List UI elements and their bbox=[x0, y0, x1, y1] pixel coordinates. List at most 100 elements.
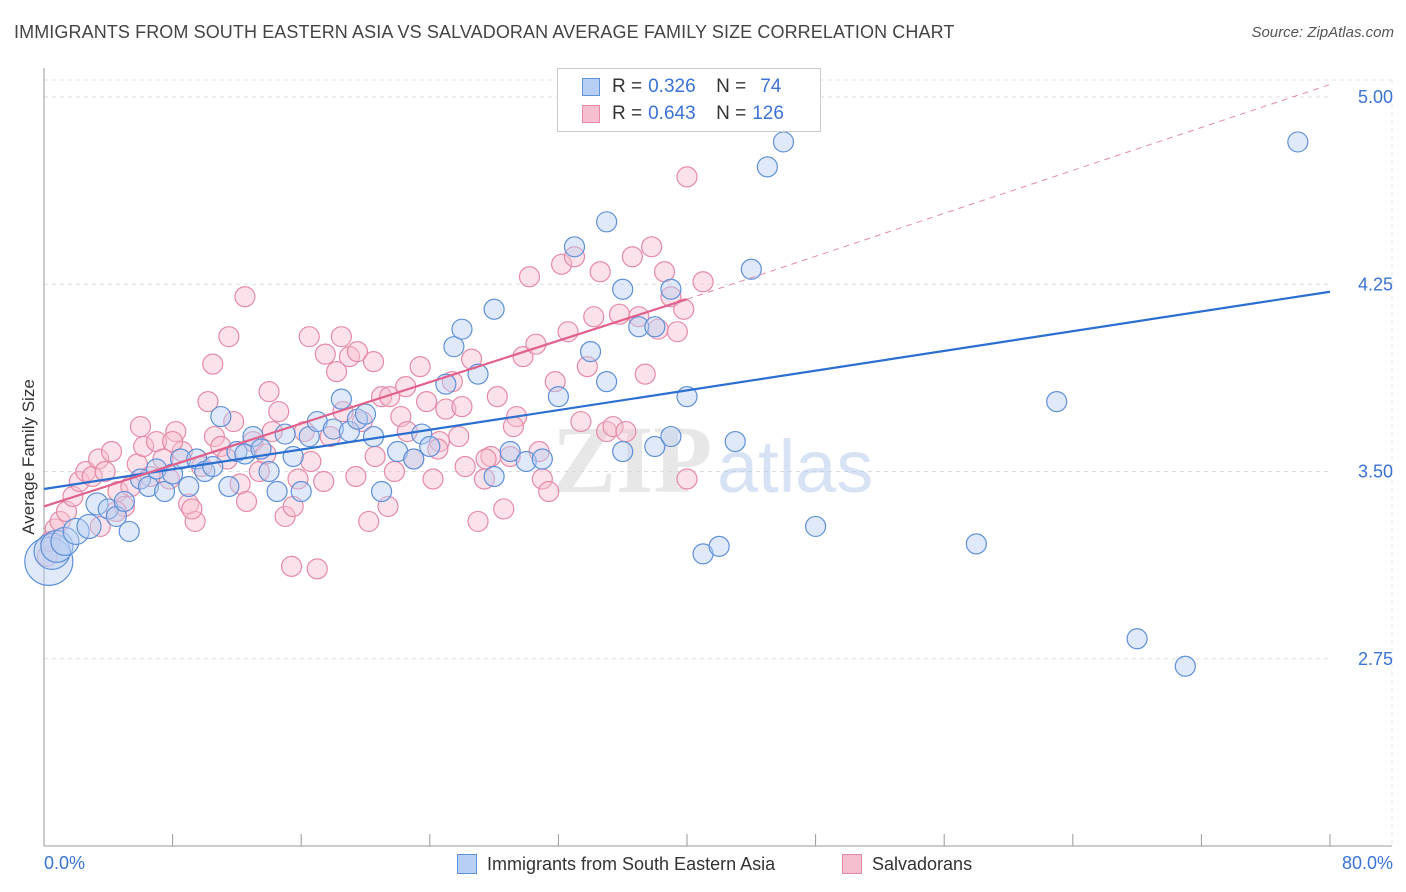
data-point bbox=[483, 465, 505, 488]
data-point bbox=[515, 450, 537, 473]
data-point bbox=[692, 271, 714, 293]
legend-n-label: N = bbox=[716, 103, 747, 124]
data-point bbox=[153, 480, 176, 503]
data-point bbox=[24, 536, 74, 586]
trend-line-sea bbox=[43, 290, 1331, 491]
trend-lines bbox=[43, 84, 1331, 508]
y-tick-label: 5.00 bbox=[1358, 87, 1393, 107]
data-point bbox=[612, 278, 634, 300]
data-point bbox=[234, 286, 256, 308]
data-point bbox=[427, 438, 449, 460]
data-point bbox=[49, 510, 71, 533]
data-point bbox=[589, 261, 611, 283]
data-point bbox=[634, 363, 656, 385]
data-point bbox=[641, 236, 663, 258]
data-point bbox=[94, 460, 116, 483]
data-point bbox=[300, 450, 322, 473]
data-point bbox=[483, 298, 505, 320]
legend-r-label: R = bbox=[612, 103, 643, 124]
trend-line-salvadorans bbox=[43, 298, 688, 508]
data-point bbox=[467, 510, 489, 533]
data-point bbox=[202, 353, 224, 375]
data-point bbox=[50, 526, 80, 557]
data-point bbox=[210, 405, 232, 428]
data-point bbox=[100, 440, 123, 463]
data-point bbox=[1287, 131, 1309, 153]
data-point bbox=[756, 156, 778, 178]
data-point bbox=[676, 468, 698, 490]
data-point bbox=[724, 430, 746, 453]
data-point bbox=[218, 326, 240, 348]
data-point bbox=[422, 468, 444, 490]
data-point bbox=[403, 448, 425, 470]
data-point bbox=[322, 418, 344, 440]
watermark: ZIP atlas bbox=[552, 406, 873, 513]
data-point bbox=[411, 423, 433, 445]
data-point bbox=[493, 498, 515, 520]
data-point bbox=[660, 425, 682, 448]
data-point bbox=[314, 343, 336, 365]
data-point bbox=[358, 510, 380, 533]
data-point bbox=[280, 555, 303, 577]
data-point bbox=[62, 517, 90, 546]
bottom-legend-blue: Immigrants from South Eastern Asia bbox=[457, 851, 775, 877]
legend-r-value: 0.326 bbox=[648, 76, 696, 97]
x-tick-label: 80.0% bbox=[1342, 853, 1393, 873]
data-point bbox=[419, 435, 441, 458]
data-point bbox=[451, 318, 473, 340]
data-point bbox=[88, 448, 110, 470]
data-point bbox=[383, 460, 406, 483]
data-point bbox=[602, 415, 624, 438]
data-point bbox=[202, 455, 224, 478]
data-point bbox=[129, 415, 152, 438]
data-point bbox=[330, 388, 352, 410]
data-point bbox=[258, 460, 280, 483]
data-point bbox=[502, 415, 524, 438]
data-point bbox=[287, 468, 309, 490]
data-point bbox=[448, 425, 470, 448]
data-point bbox=[531, 448, 553, 470]
data-point bbox=[621, 246, 643, 268]
data-point bbox=[313, 470, 335, 493]
data-point bbox=[666, 321, 688, 343]
data-point bbox=[547, 386, 570, 408]
y-tick-label: 2.75 bbox=[1358, 649, 1393, 669]
data-point bbox=[266, 480, 288, 503]
data-point bbox=[345, 465, 367, 488]
data-point bbox=[612, 440, 634, 463]
data-point bbox=[268, 400, 290, 423]
data-point bbox=[258, 381, 280, 403]
x-tick-label: 0.0% bbox=[44, 853, 85, 873]
data-point bbox=[486, 386, 508, 408]
series-sea bbox=[24, 131, 1309, 677]
bottom-legend-pink: Salvadorans bbox=[842, 851, 972, 877]
data-point bbox=[364, 445, 386, 468]
data-point bbox=[330, 326, 352, 348]
data-point bbox=[499, 440, 521, 463]
data-point bbox=[512, 346, 534, 368]
data-point bbox=[370, 480, 393, 503]
data-point bbox=[33, 532, 71, 570]
data-point bbox=[235, 490, 258, 513]
data-point bbox=[454, 455, 476, 478]
data-point bbox=[435, 398, 457, 420]
data-point bbox=[354, 403, 377, 425]
data-point bbox=[298, 326, 320, 348]
bottom-legend-swatch-blue bbox=[457, 854, 477, 874]
data-point bbox=[772, 131, 795, 153]
data-point bbox=[740, 258, 762, 280]
data-point bbox=[451, 395, 473, 418]
data-point bbox=[223, 410, 245, 433]
legend-swatch-blue bbox=[582, 78, 600, 96]
data-point bbox=[306, 558, 328, 580]
data-point bbox=[218, 475, 240, 498]
data-point bbox=[325, 361, 348, 383]
page-title: IMMIGRANTS FROM SOUTH EASTERN ASIA VS SA… bbox=[14, 22, 955, 42]
data-point bbox=[628, 316, 650, 338]
data-point bbox=[274, 423, 296, 445]
trend-line-salvadorans-extension bbox=[686, 84, 1331, 300]
data-point bbox=[443, 336, 465, 358]
data-point bbox=[596, 371, 618, 393]
data-point bbox=[475, 448, 497, 470]
